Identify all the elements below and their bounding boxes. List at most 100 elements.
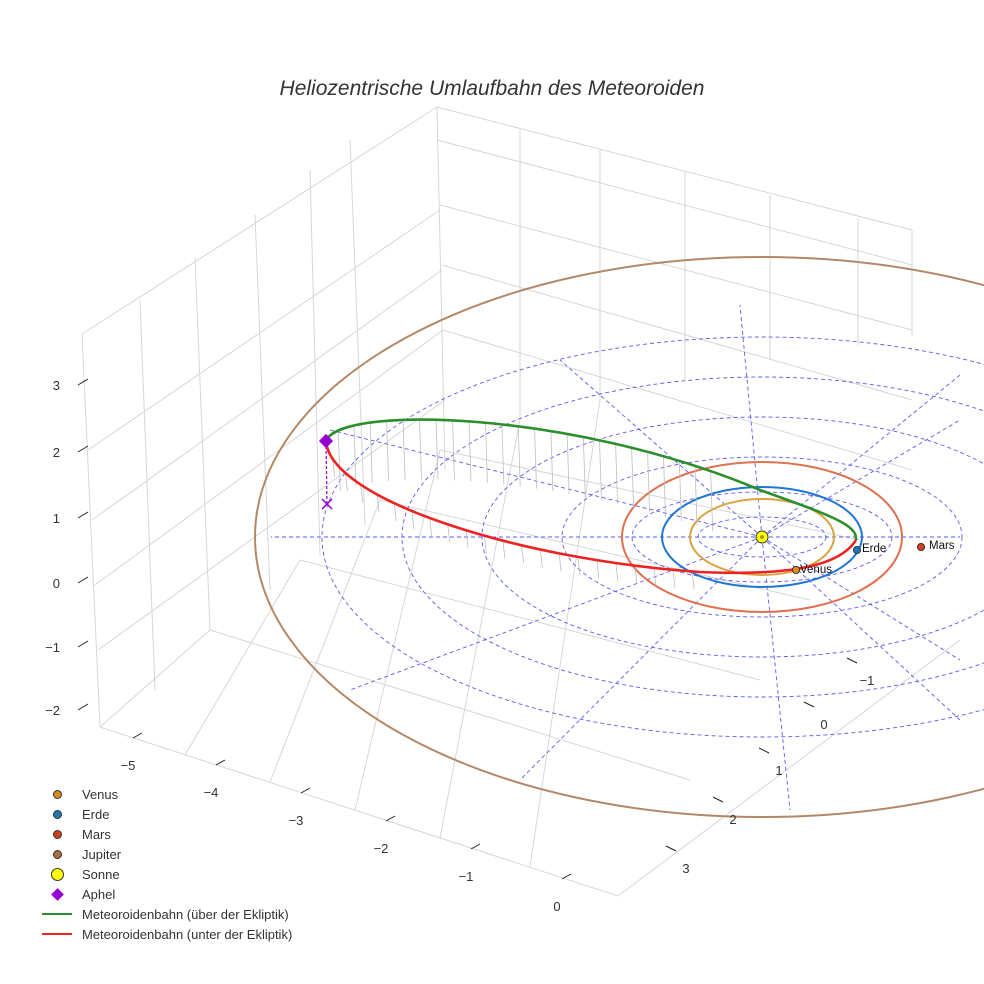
aphel-projection-line [325, 440, 328, 505]
x-tick-label: −4 [204, 785, 219, 800]
legend-label: Jupiter [82, 846, 122, 862]
x-tick-mark [561, 873, 572, 880]
drop-line [345, 472, 348, 492]
x-tick-label: −3 [289, 813, 304, 828]
polar-ring [321, 336, 984, 738]
x-tick-mark [132, 732, 143, 739]
legend-label: Meteoroidenbahn (unter der Ekliptik) [82, 926, 293, 942]
aphel-projection-marker [321, 498, 333, 510]
y-tick-mark [712, 796, 724, 803]
legend-symbol [40, 864, 74, 884]
legend-swatch [52, 849, 62, 859]
y-tick-label: −1 [860, 673, 875, 688]
wall-grid-line [442, 329, 913, 471]
wall-grid-line [91, 269, 443, 521]
planet-mars [917, 543, 926, 552]
drop-line [465, 530, 469, 549]
orbit-erde [661, 486, 863, 588]
drop-line [647, 451, 650, 512]
z-tick-label: 3 [53, 378, 60, 393]
drop-line [411, 510, 415, 529]
drop-line [566, 433, 570, 494]
legend-label: Aphel [82, 886, 116, 902]
polar-spoke [761, 374, 961, 538]
legend-symbol [40, 884, 74, 904]
aphel-marker [318, 433, 334, 449]
x-tick-label: −2 [374, 841, 389, 856]
legend-item[interactable]: Meteoroidenbahn (über der Ekliptik) [40, 904, 292, 924]
drop-line [337, 430, 341, 491]
drop-line [558, 553, 562, 572]
sun-center [760, 535, 764, 539]
z-tick-mark [77, 378, 89, 386]
markers: Venus Erde Mars [318, 433, 955, 576]
floor-grid-line [209, 629, 691, 781]
drop-line [419, 419, 422, 480]
drop-line [678, 460, 682, 521]
drop-line [694, 465, 698, 526]
floor-edge [99, 639, 961, 897]
z-tick-label: −1 [45, 640, 60, 655]
z-tick-mark [77, 576, 89, 584]
drop-line [501, 424, 505, 485]
legend-item[interactable]: Erde [40, 804, 292, 824]
legend-symbol [40, 824, 74, 844]
drop-line [429, 517, 433, 537]
wall-grid-line [97, 399, 446, 651]
drop-line [539, 549, 543, 568]
drop-line [634, 565, 638, 584]
z-tick-mark [77, 511, 89, 519]
legend-item[interactable]: Sonne [40, 864, 292, 884]
polar-spoke [349, 536, 763, 691]
polar-spoke [559, 359, 763, 538]
drop-line [447, 524, 451, 543]
planet-erde [853, 546, 862, 555]
legend-symbol [40, 784, 74, 804]
floor-grid-line [354, 449, 441, 811]
legend-label: Erde [82, 806, 110, 822]
planet-label-mars: Mars [929, 540, 955, 552]
drop-line [369, 422, 373, 483]
floor-grid-line [299, 559, 761, 681]
floor-grid-line [379, 499, 811, 601]
polar-ring [401, 376, 984, 698]
drop-line [577, 556, 581, 575]
z-tick-mark [77, 703, 89, 711]
legend-item[interactable]: Mars [40, 824, 292, 844]
polar-spoke [761, 419, 961, 538]
x-tick-mark [215, 759, 226, 766]
drop-line [615, 443, 618, 504]
polar-spoke [761, 536, 961, 661]
drop-line [710, 471, 714, 532]
wall-grid-line [81, 333, 101, 728]
drop-line [452, 420, 455, 481]
polar-spoke [761, 536, 791, 811]
legend-item[interactable]: Jupiter [40, 844, 292, 864]
orbit-jupiter [254, 256, 984, 818]
z-tick-mark [77, 445, 89, 453]
x-tick-label: 0 [553, 899, 560, 914]
legend-swatch [42, 913, 72, 915]
orbit-mars [621, 461, 903, 613]
z-tick-label: 1 [53, 511, 60, 526]
y-tick-label: 2 [729, 812, 736, 827]
floor-grid-line [439, 449, 861, 541]
legend: Venus Erde Mars Jupiter Sonne Aphel Meteoroide… [40, 784, 292, 944]
wall-grid-line [441, 264, 913, 401]
legend-item[interactable]: Venus [40, 784, 292, 804]
legend-symbol [40, 804, 74, 824]
wall-grid-line [87, 209, 441, 451]
planet-label-venus: Venus [800, 564, 832, 576]
z-tick-label: 2 [53, 445, 60, 460]
legend-item[interactable]: Aphel [40, 884, 292, 904]
y-tick-label: 1 [775, 763, 782, 778]
polar-spoke [739, 304, 763, 538]
legend-item[interactable]: Meteoroidenbahn (unter der Ekliptik) [40, 924, 292, 944]
y-tick-mark [803, 701, 815, 708]
ecliptic-polar-grid [271, 304, 984, 811]
z-tick-label: 0 [53, 576, 60, 591]
x-tick-label: −5 [121, 758, 136, 773]
legend-symbol [40, 904, 74, 924]
wall-grid-line [81, 106, 438, 335]
legend-label: Sonne [82, 866, 120, 882]
